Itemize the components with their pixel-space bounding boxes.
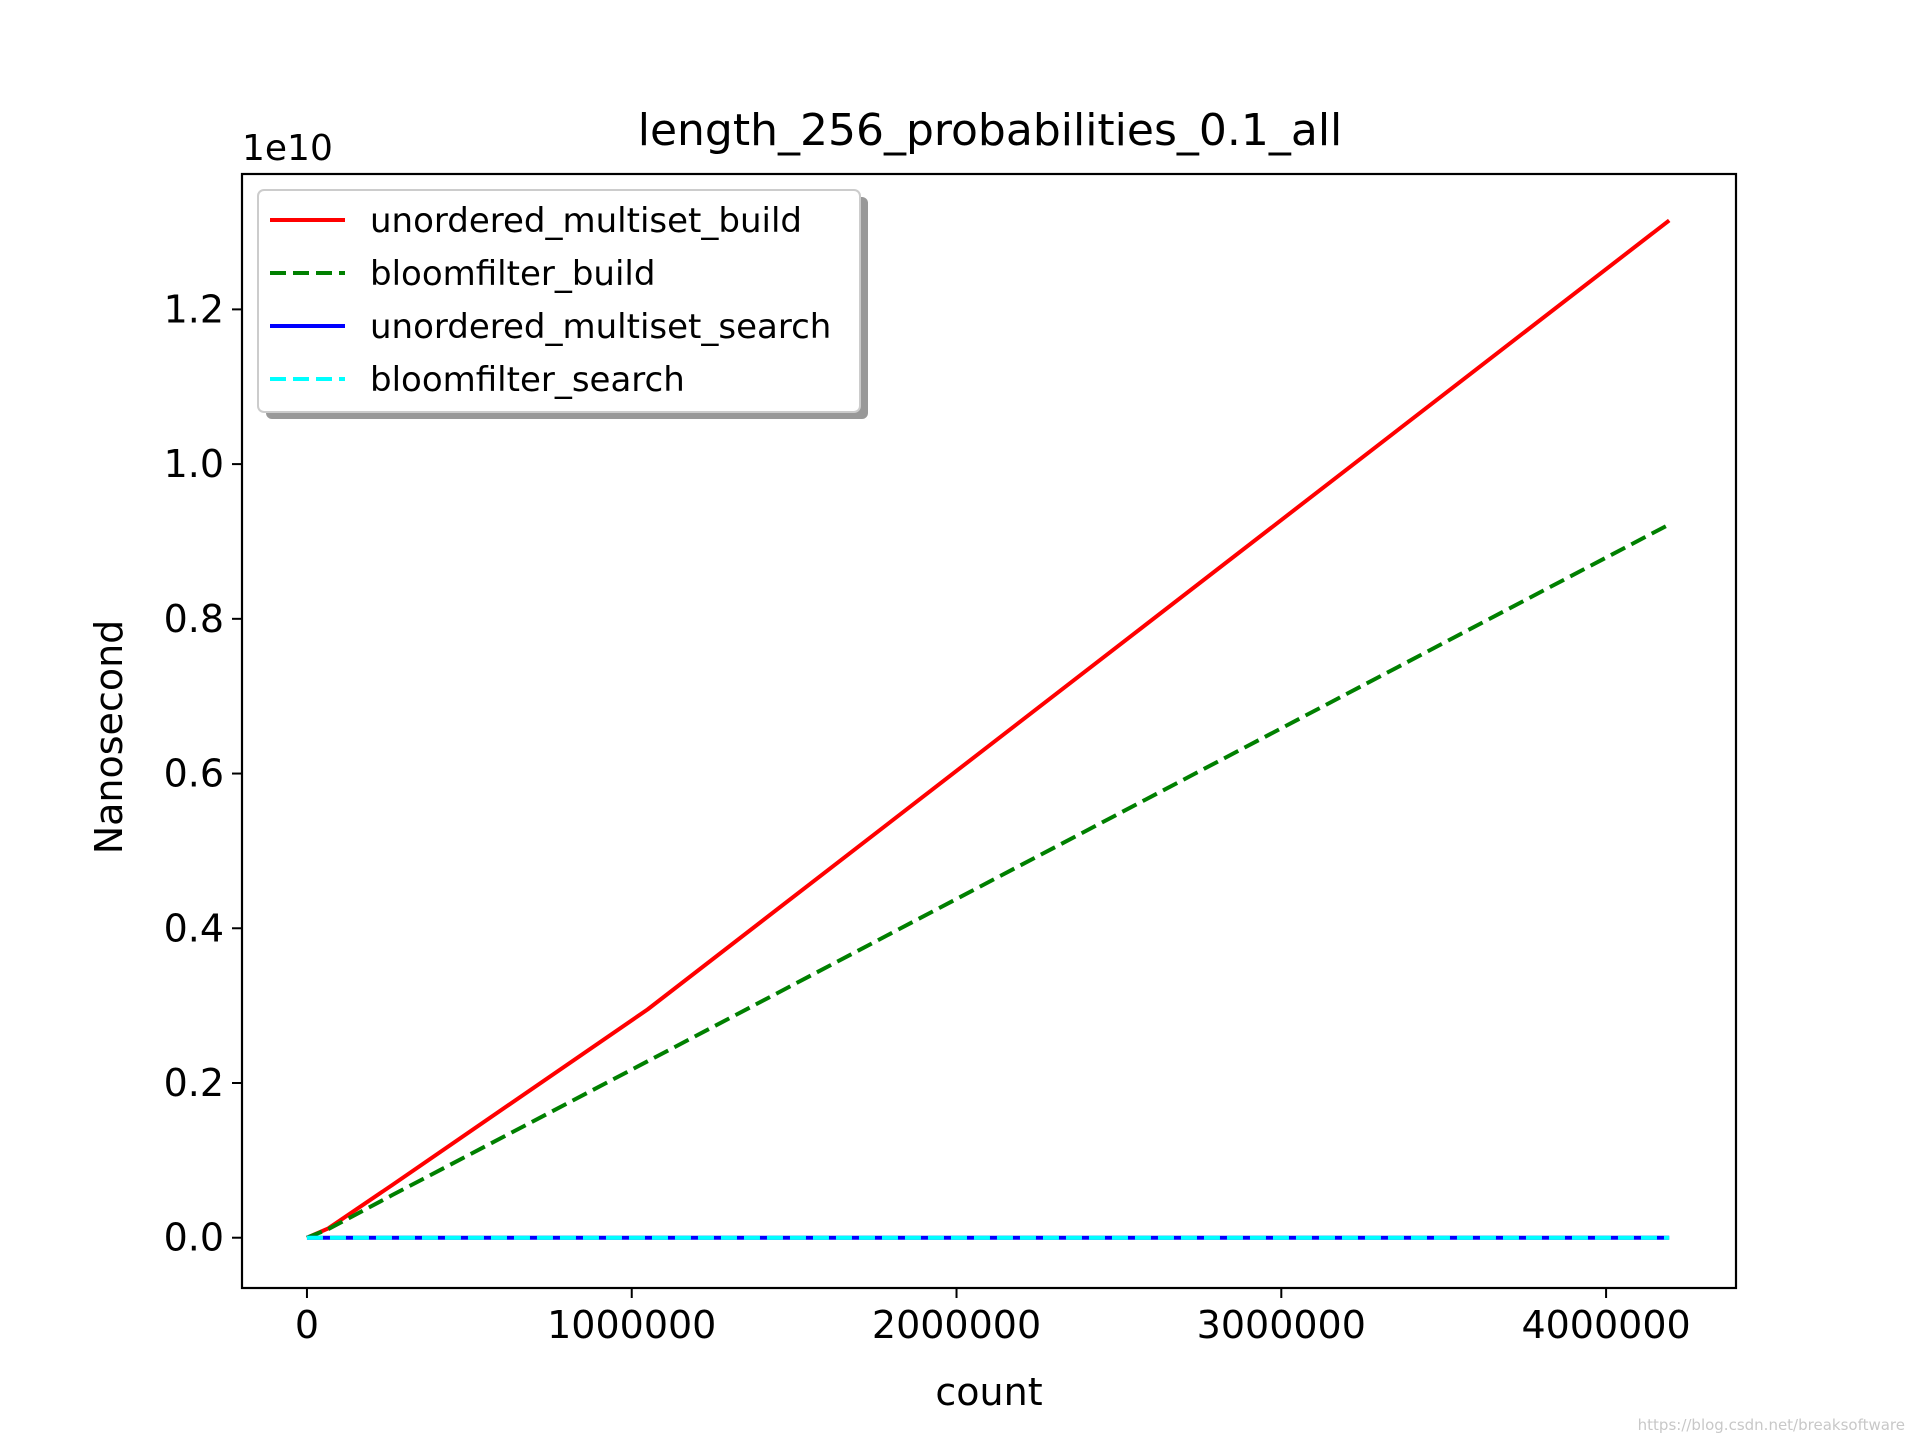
y-tick-label: 1.0	[164, 442, 224, 486]
x-axis-label: count	[935, 1370, 1042, 1414]
y-axis-label: Nanosecond	[87, 620, 131, 855]
legend-items: unordered_multiset_build bloomfilter_buil…	[270, 201, 831, 400]
y-axis-offset-text: 1e10	[242, 128, 333, 169]
legend-label-unordered-multiset-build: unordered_multiset_build	[370, 201, 802, 241]
series-layer	[306, 218, 1671, 1240]
x-tick-label: 2000000	[872, 1303, 1041, 1347]
y-tick-label: 0.0	[164, 1216, 224, 1260]
x-tick-label: 4000000	[1521, 1303, 1690, 1347]
x-tick-label: 0	[295, 1303, 319, 1347]
y-tick-label: 1.2	[164, 287, 224, 331]
plot-frame	[240, 172, 1738, 1290]
legend: unordered_multiset_build bloomfilter_buil…	[257, 189, 868, 419]
y-tick-label: 0.8	[164, 597, 224, 641]
legend-label-bloomfilter-search: bloomfilter_search	[370, 360, 685, 400]
x-tick-label: 1000000	[547, 1303, 716, 1347]
legend-label-unordered-multiset-search: unordered_multiset_search	[370, 307, 831, 347]
y-tick-label: 0.2	[164, 1061, 224, 1105]
legend-box	[257, 189, 861, 413]
y-axis-ticks: 0.0 0.2 0.4 0.6 0.8 1.0 1.2	[164, 287, 242, 1260]
legend-label-bloomfilter-build: bloomfilter_build	[370, 254, 655, 294]
y-tick-label: 0.6	[164, 752, 224, 796]
watermark: https://blog.csdn.net/breaksoftware	[1638, 1416, 1905, 1434]
series-line-bloomfilter-build	[306, 522, 1671, 1240]
x-tick-label: 3000000	[1197, 1303, 1366, 1347]
x-axis-ticks: 0 1000000 2000000 3000000 4000000	[295, 1288, 1691, 1347]
chart-title: length_256_probabilities_0.1_all	[638, 105, 1343, 156]
y-tick-label: 0.4	[164, 906, 224, 950]
